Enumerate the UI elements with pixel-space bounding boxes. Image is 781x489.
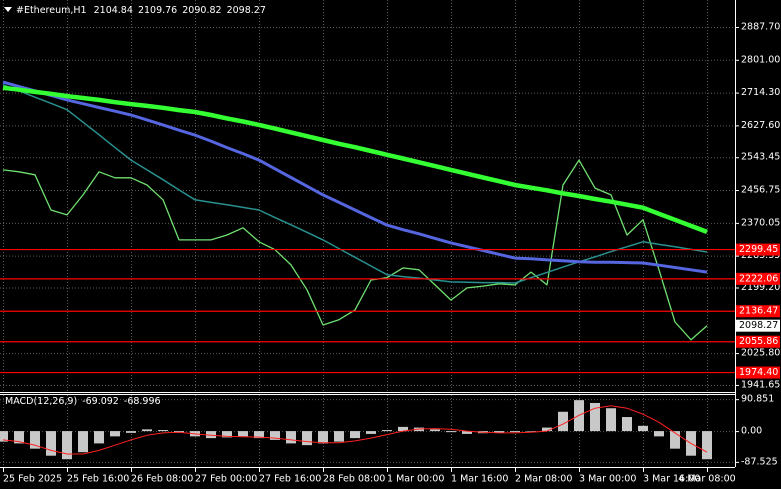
level-tag — [736, 272, 780, 285]
y-tick-label: 2283.35 — [741, 250, 780, 261]
x-tick-label: 2 Mar 08:00 — [515, 474, 572, 485]
histogram-bar — [62, 431, 72, 460]
histogram-bar — [670, 431, 680, 449]
y-tick-label: 2627.60 — [741, 120, 780, 131]
histogram-bar — [702, 431, 712, 460]
y-tick-label: 2456.75 — [741, 185, 780, 196]
level-label: 2055.86 — [739, 336, 778, 347]
level-label: 2136.47 — [739, 306, 778, 317]
histogram-bar — [334, 431, 344, 442]
y-tick-label: 2714.30 — [741, 87, 780, 98]
chart-header: #Ethereum,H1 2104.84 2109.76 2090.82 209… — [16, 5, 266, 16]
y-tick-label: 1941.65 — [741, 379, 780, 390]
histogram-bar — [270, 431, 280, 440]
histogram-bar — [622, 417, 632, 432]
histogram-bar — [542, 427, 552, 432]
histogram-bar — [398, 426, 408, 432]
price-tag — [736, 319, 780, 332]
x-tick-label: 3 Mar 00:00 — [579, 474, 636, 485]
level-tag — [736, 305, 780, 318]
macd-main: -69.092 — [82, 396, 119, 407]
histogram-bar — [366, 431, 376, 434]
x-tick-label: 25 Feb 16:00 — [67, 474, 129, 485]
histogram-bar — [350, 431, 360, 439]
x-tick-label: 27 Feb 16:00 — [259, 474, 321, 485]
histogram-bar — [462, 431, 472, 434]
menu-icon — [4, 7, 12, 12]
x-tick-label: 27 Feb 00:00 — [195, 474, 257, 485]
level-tag — [736, 366, 780, 379]
x-tick-label: 4 Mar 08:00 — [678, 474, 735, 485]
histogram-bar — [94, 431, 104, 444]
x-tick-label: 1 Mar 00:00 — [387, 474, 444, 485]
histogram-bar — [494, 431, 504, 433]
histogram-bar — [238, 431, 248, 437]
histogram-bar — [142, 429, 152, 432]
histogram-bar — [446, 431, 456, 433]
open: 2104.84 — [94, 5, 133, 16]
macd-signal: -68.996 — [124, 396, 161, 407]
histogram-bar — [382, 430, 392, 432]
histogram-bar — [590, 402, 600, 432]
histogram-bar — [286, 431, 296, 444]
series-line — [2, 84, 708, 284]
histogram-bar — [14, 431, 24, 444]
histogram-bar — [222, 431, 232, 438]
histogram-bar — [126, 431, 136, 433]
histogram-bar — [254, 431, 264, 439]
histogram-bar — [606, 408, 616, 432]
histogram-bar — [206, 431, 216, 439]
y-tick-label: -87.525 — [741, 456, 778, 467]
y-tick-label: 2025.80 — [741, 348, 780, 359]
symbol-title: #Ethereum,H1 — [16, 5, 87, 16]
y-tick-label: 2887.70 — [741, 21, 780, 32]
x-tick-label: 26 Feb 08:00 — [131, 474, 193, 485]
y-tick-label: 2801.00 — [741, 54, 780, 65]
histogram-bar — [46, 431, 56, 456]
x-tick-label: 3 Mar 16:00 — [643, 474, 700, 485]
histogram-bar — [654, 431, 664, 437]
histogram-bar — [430, 429, 440, 432]
y-tick-label: 0.00 — [741, 426, 762, 437]
level-label: 2222.06 — [739, 273, 778, 284]
series-line — [2, 405, 708, 455]
y-tick-label: 2199.20 — [741, 282, 780, 293]
histogram-bar — [78, 431, 88, 453]
histogram-bar — [30, 431, 40, 449]
low: 2090.82 — [182, 5, 221, 16]
histogram-bar — [558, 411, 568, 432]
histogram-bar — [526, 431, 536, 432]
histogram-bar — [302, 431, 312, 446]
level-label: 1974.40 — [739, 367, 778, 378]
histogram-bar — [510, 431, 520, 433]
level-label: 2299.45 — [739, 244, 778, 255]
histogram-bar — [318, 431, 328, 444]
series-line — [2, 80, 708, 274]
high: 2109.76 — [138, 5, 177, 16]
macd-title: MACD(12,26,9) — [5, 396, 77, 407]
level-tag — [736, 335, 780, 348]
level-tag — [736, 243, 780, 256]
histogram-bar — [110, 431, 120, 437]
x-tick-label: 25 Feb 2025 — [3, 474, 62, 485]
series-line — [2, 85, 708, 235]
histogram-bar — [158, 430, 168, 432]
histogram-bar — [0, 431, 8, 442]
x-tick-label: 28 Feb 08:00 — [323, 474, 385, 485]
y-tick-label: 2543.45 — [741, 152, 780, 163]
y-tick-label: 2370.05 — [741, 217, 780, 228]
series-line — [2, 159, 708, 341]
price-label: 2098.27 — [739, 320, 778, 331]
x-tick-label: 1 Mar 16:00 — [451, 474, 508, 485]
histogram-bar — [638, 425, 648, 432]
y-tick-label: 90.851 — [741, 394, 774, 405]
macd-header: MACD(12,26,9) -69.092 -68.996 — [5, 396, 161, 407]
close: 2098.27 — [227, 5, 266, 16]
